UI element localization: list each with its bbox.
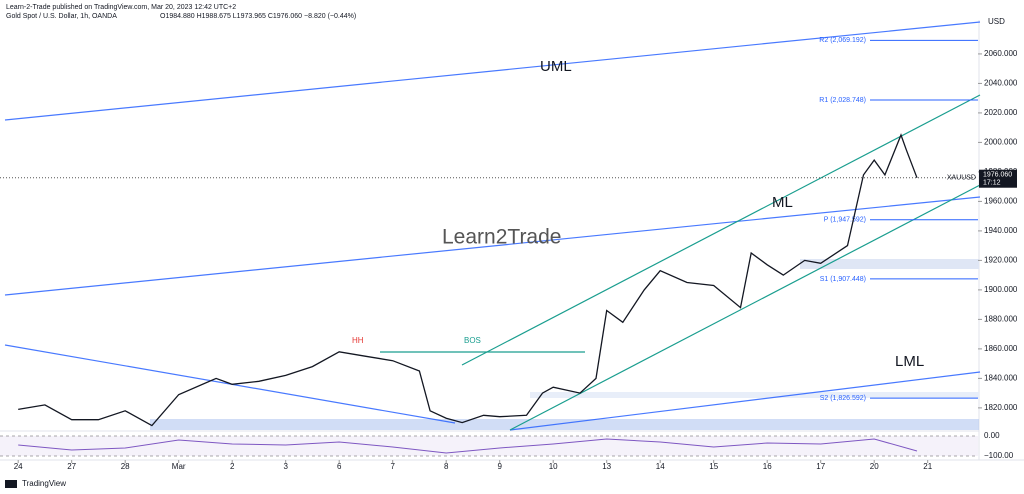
osc-tick-label: 0.00 — [984, 431, 1000, 440]
lml-line — [509, 371, 981, 431]
x-tick-label: 28 — [121, 462, 130, 471]
x-tick-label: 2 — [230, 462, 235, 471]
ml-line — [4, 196, 981, 296]
support-zone — [150, 419, 979, 430]
y-tick-label: 2040.000 — [984, 79, 1018, 88]
y-tick-label: 2020.000 — [984, 108, 1018, 117]
x-tick-label: 6 — [337, 462, 342, 471]
annotation: BOS — [464, 336, 481, 345]
x-tick-label: 10 — [549, 462, 558, 471]
y-tick-label: 1920.000 — [984, 256, 1018, 265]
y-tick-label: 2060.000 — [984, 49, 1018, 58]
currency: USD — [988, 17, 1005, 26]
osc-line — [18, 438, 918, 454]
symbol: Gold Spot / U.S. Dollar, 1h, OANDA — [6, 13, 117, 20]
y-tick-label: 1900.000 — [984, 285, 1018, 294]
osc-band — [0, 436, 978, 456]
ohlc: O1984.880 H1988.675 L1973.965 C1976.060 … — [160, 13, 356, 20]
osc-tick-label: −100.00 — [984, 451, 1014, 460]
price-tag-time: 17:12 — [983, 180, 1001, 187]
y-tick-label: 1820.000 — [984, 403, 1018, 412]
pivot-label: R1 (2,028.748) — [819, 97, 866, 104]
channel-upper — [461, 94, 981, 366]
y-tick-label: 1840.000 — [984, 373, 1018, 382]
y-tick-label: 1880.000 — [984, 314, 1018, 323]
y-tick-label: 1940.000 — [984, 226, 1018, 235]
x-tick-label: Mar — [172, 462, 186, 471]
annotation: UML — [540, 58, 572, 75]
x-tick-label: 7 — [390, 462, 395, 471]
pivot-label: R2 (2,069.192) — [819, 37, 866, 44]
price-tag — [979, 169, 1017, 188]
x-tick-label: 16 — [763, 462, 772, 471]
x-tick-label: 21 — [923, 462, 932, 471]
price-tag-value: 1976.060 — [983, 172, 1012, 179]
x-tick-label: 15 — [709, 462, 718, 471]
pivot-label: S2 (1,826.592) — [820, 395, 866, 402]
zone — [530, 392, 979, 398]
zone — [800, 259, 979, 269]
y-tick-label: 2000.000 — [984, 138, 1018, 147]
x-tick-label: 8 — [444, 462, 449, 471]
x-tick-label: 13 — [602, 462, 611, 471]
uml-line — [4, 21, 981, 121]
annotation: ML — [772, 194, 793, 211]
x-tick-label: 20 — [870, 462, 879, 471]
annotation: HH — [352, 336, 364, 345]
annotation: LML — [895, 353, 924, 370]
y-tick-label: 1960.000 — [984, 197, 1018, 206]
x-tick-label: 3 — [283, 462, 288, 471]
x-tick-label: 27 — [67, 462, 76, 471]
y-tick-label: 1860.000 — [984, 344, 1018, 353]
pivot-label: S1 (1,907.448) — [820, 276, 866, 283]
watermark: Learn2Trade — [442, 226, 561, 249]
publisher: Learn-2-Trade published on TradingView.c… — [6, 4, 236, 11]
x-tick-label: 17 — [816, 462, 825, 471]
price-line — [18, 133, 918, 427]
footer-brand: TradingView — [22, 479, 66, 488]
logo — [5, 480, 17, 488]
x-tick-label: 24 — [14, 462, 23, 471]
pivot-label: P (1,947.592) — [824, 217, 866, 224]
channel-lower — [509, 184, 981, 431]
x-tick-label: 9 — [497, 462, 502, 471]
symbol-tag: XAUUSD — [947, 175, 976, 182]
x-tick-label: 14 — [656, 462, 665, 471]
